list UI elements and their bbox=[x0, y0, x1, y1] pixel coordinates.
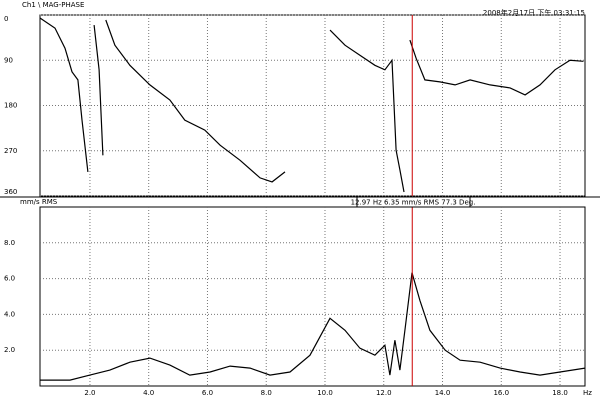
magnitude-plot-frame bbox=[39, 206, 586, 387]
x-tick-label: 4.0 bbox=[143, 389, 154, 397]
cursor-readout: 12.97 Hz 6.35 mm/s RMS 77.3 Deg. bbox=[351, 199, 476, 207]
y-tick-label: 180 bbox=[4, 102, 17, 110]
cursor-readout-box bbox=[356, 196, 471, 208]
x-tick-label: 18.0 bbox=[552, 389, 568, 397]
y-tick-label: 360 bbox=[4, 188, 17, 196]
x-tick-label: 16.0 bbox=[493, 389, 509, 397]
x-tick-label: 14.0 bbox=[435, 389, 451, 397]
y-tick-label: 0 bbox=[4, 15, 8, 23]
x-tick-label: 6.0 bbox=[202, 389, 213, 397]
y-tick-label: 4.0 bbox=[4, 310, 15, 318]
trace bbox=[40, 272, 586, 381]
window-title: Ch1 \ MAG-PHASE bbox=[22, 1, 84, 9]
y-tick-label: 8.0 bbox=[4, 239, 15, 247]
y-tick-label: 6.0 bbox=[4, 275, 15, 283]
y-axis-label: mm/s RMS bbox=[20, 198, 58, 206]
y-tick-label: 270 bbox=[4, 147, 17, 155]
y-tick-label: 90 bbox=[4, 56, 13, 64]
y-tick-label: 2.0 bbox=[4, 346, 15, 354]
trace bbox=[39, 17, 584, 193]
x-axis-label: Hz bbox=[583, 389, 592, 397]
x-tick-label: 8.0 bbox=[261, 389, 272, 397]
x-tick-label: 10.0 bbox=[317, 389, 333, 397]
x-tick-label: 12.0 bbox=[376, 389, 392, 397]
timestamp: 2008年2月17日 下午 03:31:15 bbox=[483, 8, 585, 17]
x-tick-label: 2.0 bbox=[84, 389, 95, 397]
